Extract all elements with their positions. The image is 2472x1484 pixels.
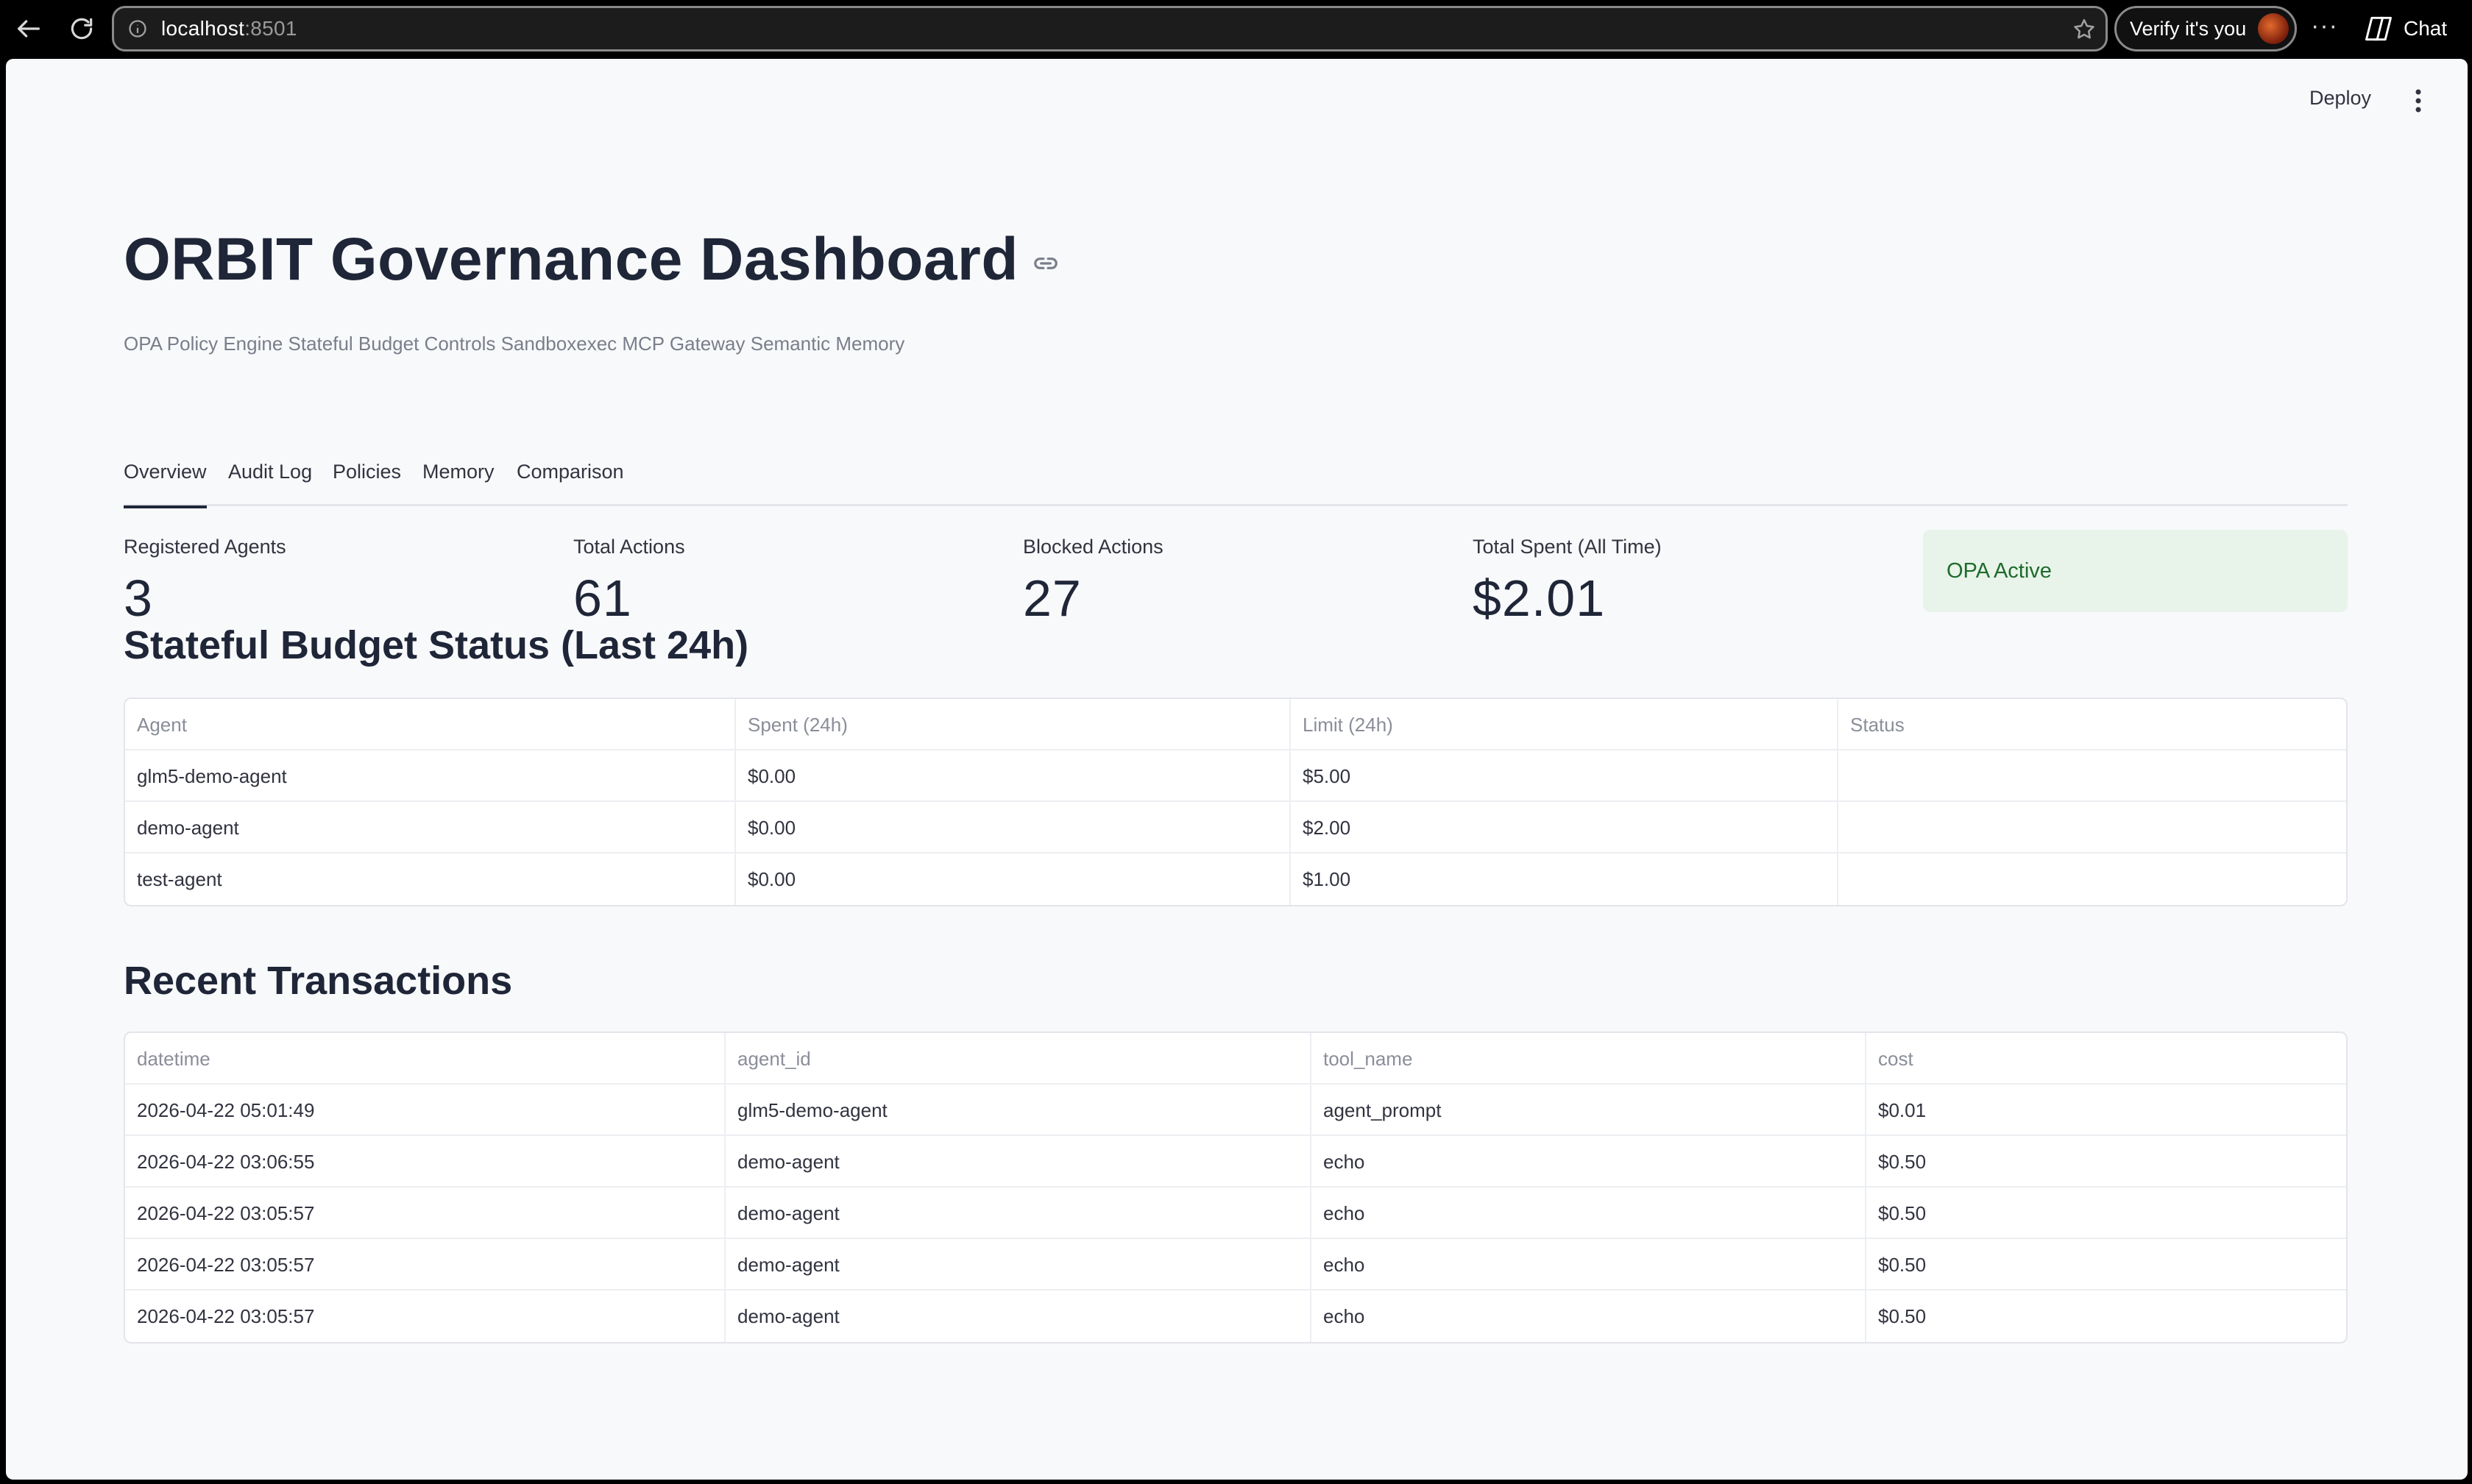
back-button[interactable] bbox=[9, 9, 49, 49]
kebab-menu-icon[interactable] bbox=[2411, 88, 2426, 113]
table-row: 2026-04-22 03:05:57 demo-agent echo $0.5… bbox=[125, 1290, 2346, 1342]
table-cell[interactable] bbox=[1838, 802, 2346, 853]
column-header[interactable]: datetime bbox=[125, 1033, 726, 1084]
table-cell[interactable]: 2026-04-22 03:05:57 bbox=[125, 1187, 726, 1239]
table-cell[interactable]: 2026-04-22 05:01:49 bbox=[125, 1084, 726, 1136]
table-row: 2026-04-22 03:05:57 demo-agent echo $0.5… bbox=[125, 1187, 2346, 1239]
bookmark-star-icon[interactable] bbox=[2072, 17, 2097, 42]
table-cell[interactable]: $0.00 bbox=[736, 853, 1291, 905]
table-cell[interactable]: demo-agent bbox=[726, 1136, 1311, 1187]
tab-policies[interactable]: Policies bbox=[333, 461, 402, 483]
copilot-icon bbox=[2365, 16, 2392, 41]
table-cell[interactable]: 2026-04-22 03:05:57 bbox=[125, 1239, 726, 1290]
budget-heading: Stateful Budget Status (Last 24h) bbox=[124, 623, 749, 667]
table-cell[interactable]: demo-agent bbox=[726, 1187, 1311, 1239]
metric-value: 27 bbox=[1023, 569, 1082, 627]
table-cell[interactable]: echo bbox=[1311, 1136, 1866, 1187]
table-cell[interactable]: echo bbox=[1311, 1239, 1866, 1290]
tab-audit-log[interactable]: Audit Log bbox=[228, 461, 313, 483]
table-cell[interactable]: demo-agent bbox=[726, 1290, 1311, 1342]
table-cell[interactable]: $0.50 bbox=[1878, 1201, 1927, 1224]
table-cell[interactable]: $0.00 bbox=[736, 802, 1291, 853]
table-cell[interactable]: $0.00 bbox=[736, 750, 1291, 802]
avatar bbox=[2258, 13, 2289, 44]
url-text[interactable]: localhost:8501 bbox=[161, 17, 297, 40]
table-cell[interactable]: $0.50 bbox=[1878, 1253, 1927, 1276]
reload-icon bbox=[71, 18, 93, 40]
verify-label: Verify it's you bbox=[2130, 17, 2247, 40]
table-cell[interactable]: glm5-demo-agent bbox=[125, 750, 736, 802]
app-page: Deploy ORBIT Governance Dashboard OPA Po… bbox=[6, 59, 2468, 1480]
table-header-row: Agent Spent (24h) Limit (24h) Status bbox=[125, 699, 2346, 750]
table-cell[interactable]: glm5-demo-agent bbox=[726, 1084, 1311, 1136]
table-cell[interactable]: $2.00 bbox=[1291, 802, 1838, 853]
table-cell[interactable] bbox=[1838, 750, 2346, 802]
table-cell[interactable]: 2026-04-22 03:06:55 bbox=[125, 1136, 726, 1187]
anchor-link-icon[interactable] bbox=[1032, 249, 1060, 277]
table-cell[interactable]: 2026-04-22 03:05:57 bbox=[125, 1290, 726, 1342]
metric-value: $2.01 bbox=[1473, 569, 1606, 627]
table-cell[interactable]: $0.50 bbox=[1878, 1304, 1927, 1327]
table-cell[interactable]: $1.00 bbox=[1291, 853, 1838, 905]
metric-label: Blocked Actions bbox=[1023, 536, 1164, 558]
column-header[interactable]: Limit (24h) bbox=[1291, 699, 1838, 750]
tab-memory[interactable]: Memory bbox=[422, 461, 495, 483]
metric-value: 61 bbox=[573, 569, 632, 627]
table-row: demo-agent $0.00 $2.00 bbox=[125, 802, 2346, 853]
table-row: 2026-04-22 03:06:55 demo-agent echo $0.5… bbox=[125, 1136, 2346, 1187]
column-header[interactable]: agent_id bbox=[726, 1033, 1311, 1084]
table-cell[interactable]: demo-agent bbox=[125, 802, 736, 853]
address-bar[interactable]: localhost:8501 bbox=[112, 6, 2108, 52]
verify-profile-button[interactable]: Verify it's you bbox=[2114, 6, 2297, 52]
table-cell[interactable]: $0.50 bbox=[1878, 1150, 1927, 1173]
page-caption: OPA Policy Engine Stateful Budget Contro… bbox=[124, 333, 905, 355]
table-cell[interactable]: $5.00 bbox=[1291, 750, 1838, 802]
table-row: test-agent $0.00 $1.00 bbox=[125, 853, 2346, 905]
budget-table[interactable]: Agent Spent (24h) Limit (24h) Status glm… bbox=[124, 697, 2348, 906]
table-cell[interactable]: echo bbox=[1311, 1290, 1866, 1342]
column-header[interactable]: Agent bbox=[125, 699, 736, 750]
metric-blocked-actions: Blocked Actions 27 bbox=[1023, 536, 1164, 628]
table-row: 2026-04-22 05:01:49 glm5-demo-agent agen… bbox=[125, 1084, 2346, 1136]
column-header[interactable]: cost bbox=[1878, 1047, 1913, 1070]
tab-bar: Overview Audit Log Policies Memory Compa… bbox=[124, 450, 2348, 508]
tab-comparison[interactable]: Comparison bbox=[517, 461, 624, 483]
table-row: 2026-04-22 03:05:57 demo-agent echo $0.5… bbox=[125, 1239, 2346, 1290]
table-cell[interactable]: test-agent bbox=[125, 853, 736, 905]
metric-value: 3 bbox=[124, 569, 153, 627]
opa-status-badge: OPA Active bbox=[1923, 530, 2348, 612]
browser-toolbar: localhost:8501 Verify it's you ··· Chat bbox=[0, 0, 2472, 57]
table-cell[interactable]: demo-agent bbox=[726, 1239, 1311, 1290]
info-icon[interactable] bbox=[127, 18, 148, 39]
page-title: ORBIT Governance Dashboard bbox=[124, 226, 1019, 293]
title-row: ORBIT Governance Dashboard bbox=[124, 225, 1060, 294]
metric-total-actions: Total Actions 61 bbox=[573, 536, 685, 628]
column-header[interactable]: Status bbox=[1850, 713, 1905, 736]
arrow-left-icon bbox=[18, 20, 40, 38]
more-menu-button[interactable]: ··· bbox=[2311, 12, 2338, 40]
metric-label: Total Actions bbox=[573, 536, 685, 558]
chat-label: Chat bbox=[2404, 17, 2448, 40]
transactions-heading: Recent Transactions bbox=[124, 959, 513, 1003]
table-cell[interactable]: echo bbox=[1311, 1187, 1866, 1239]
metric-registered-agents: Registered Agents 3 bbox=[124, 536, 286, 628]
reload-button[interactable] bbox=[62, 9, 102, 49]
table-header-row: datetime agent_id tool_name cost bbox=[125, 1033, 2346, 1084]
deploy-button[interactable]: Deploy bbox=[2309, 87, 2372, 109]
table-cell[interactable] bbox=[1838, 853, 2346, 905]
metric-label: Total Spent (All Time) bbox=[1473, 536, 1662, 558]
transactions-table[interactable]: datetime agent_id tool_name cost 2026-04… bbox=[124, 1032, 2348, 1343]
tab-overview[interactable]: Overview bbox=[124, 461, 207, 508]
metric-label: Registered Agents bbox=[124, 536, 286, 558]
column-header[interactable]: tool_name bbox=[1311, 1033, 1866, 1084]
column-header[interactable]: Spent (24h) bbox=[736, 699, 1291, 750]
table-row: glm5-demo-agent $0.00 $5.00 bbox=[125, 750, 2346, 802]
chat-button[interactable]: Chat bbox=[2362, 10, 2447, 47]
metric-total-spent: Total Spent (All Time) $2.01 bbox=[1473, 536, 1662, 628]
table-cell[interactable]: agent_prompt bbox=[1311, 1084, 1866, 1136]
table-cell[interactable]: $0.01 bbox=[1878, 1098, 1927, 1121]
